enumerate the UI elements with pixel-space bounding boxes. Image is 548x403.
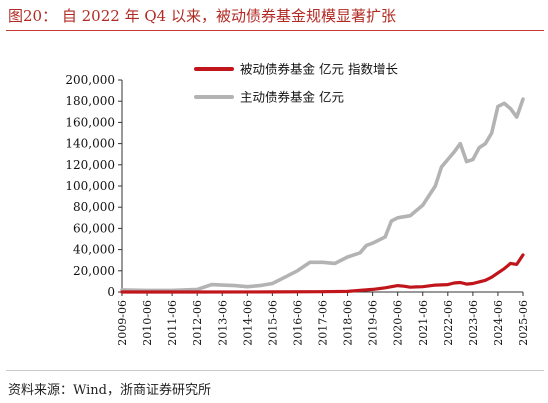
x-tick-label: 2023-06 — [467, 300, 480, 346]
y-tick-label: 120,000 — [65, 158, 115, 172]
legend-label: 被动债券基金 亿元 指数增长 — [240, 62, 398, 77]
chart-title: 图20： 自 2022 年 Q4 以来，被动债券基金规模显著扩张 — [8, 7, 396, 25]
y-tick-label: 100,000 — [65, 179, 115, 193]
source-note: 资料来源：Wind，浙商证券研究所 — [8, 383, 211, 398]
x-tick-label: 2012-06 — [191, 300, 204, 346]
x-tick-label: 2014-06 — [241, 300, 254, 346]
x-tick-label: 2025-06 — [517, 300, 530, 346]
y-axis: 0 20,000 40,000 60,000 80,000 100,000 120,000 1… — [65, 73, 123, 299]
x-tick-label: 2011-06 — [166, 300, 179, 346]
y-tick-label: 80,000 — [73, 200, 115, 214]
y-tick-label: 180,000 — [65, 94, 115, 108]
x-tick-label: 2016-06 — [291, 300, 304, 346]
y-tick-label: 60,000 — [73, 221, 115, 235]
y-tick-label: 20,000 — [73, 264, 115, 278]
y-tick-label: 160,000 — [65, 115, 115, 129]
x-tick-label: 2018-06 — [342, 300, 355, 346]
series-line-passive — [120, 253, 525, 294]
x-tick-label: 2019-06 — [367, 300, 380, 346]
y-tick-label: 40,000 — [73, 243, 115, 257]
x-tick-label: 2021-06 — [417, 300, 430, 346]
x-tick-label: 2013-06 — [216, 300, 229, 346]
x-tick-label: 2024-06 — [492, 300, 505, 346]
y-tick-label: 0 — [107, 285, 115, 299]
x-tick-label: 2020-06 — [392, 300, 405, 346]
y-tick-label: 200,000 — [65, 73, 115, 87]
x-tick-label: 2009-06 — [116, 300, 129, 346]
x-tick-label: 2017-06 — [317, 300, 330, 346]
source-divider — [6, 370, 544, 371]
series-layer — [120, 97, 525, 294]
x-axis: 2009-06 2010-06 2011-06 2012-06 2013-06 2014-… — [116, 291, 530, 346]
x-tick-label: 2022-06 — [442, 300, 455, 346]
x-tick-label: 2010-06 — [141, 300, 154, 346]
x-tick-label: 2015-06 — [266, 300, 279, 346]
series-line-active — [120, 97, 525, 293]
legend-label: 主动债券基金 亿元 — [240, 90, 344, 105]
y-tick-label: 140,000 — [65, 137, 115, 151]
title-divider — [6, 30, 544, 31]
